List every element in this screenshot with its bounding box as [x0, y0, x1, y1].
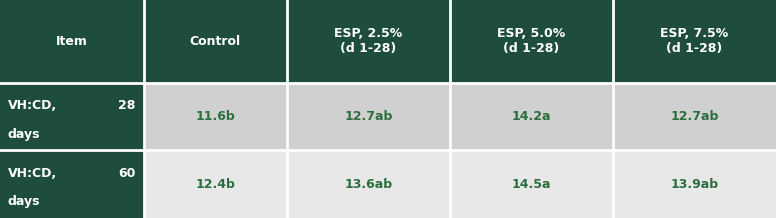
Bar: [0, 0, 144, 83]
Text: 12.7ab: 12.7ab: [670, 110, 719, 123]
Bar: [144, 83, 287, 150]
Text: days: days: [8, 195, 40, 208]
Bar: [450, 150, 613, 218]
Bar: [287, 83, 450, 150]
Bar: [450, 0, 613, 83]
Bar: [450, 83, 613, 150]
Text: ESP, 2.5%
(d 1-28): ESP, 2.5% (d 1-28): [334, 27, 403, 55]
Text: 60: 60: [119, 167, 136, 180]
Text: 14.5a: 14.5a: [512, 178, 551, 191]
Bar: [0, 83, 144, 150]
Bar: [613, 0, 776, 83]
Text: Item: Item: [56, 35, 88, 48]
Bar: [287, 0, 450, 83]
Bar: [144, 150, 287, 218]
Text: 14.2a: 14.2a: [512, 110, 551, 123]
Text: 12.4b: 12.4b: [196, 178, 235, 191]
Text: Control: Control: [190, 35, 241, 48]
Text: 12.7ab: 12.7ab: [345, 110, 393, 123]
Text: ESP, 5.0%
(d 1-28): ESP, 5.0% (d 1-28): [497, 27, 566, 55]
Text: days: days: [8, 128, 40, 141]
Text: ESP, 7.5%
(d 1-28): ESP, 7.5% (d 1-28): [660, 27, 729, 55]
Text: 28: 28: [119, 99, 136, 112]
Text: 13.9ab: 13.9ab: [670, 178, 719, 191]
Bar: [0, 150, 144, 218]
Text: 13.6ab: 13.6ab: [345, 178, 393, 191]
Text: 11.6b: 11.6b: [196, 110, 235, 123]
Bar: [144, 0, 287, 83]
Bar: [287, 150, 450, 218]
Text: VH:CD,: VH:CD,: [8, 167, 57, 180]
Bar: [613, 83, 776, 150]
Bar: [613, 150, 776, 218]
Text: VH:CD,: VH:CD,: [8, 99, 57, 112]
